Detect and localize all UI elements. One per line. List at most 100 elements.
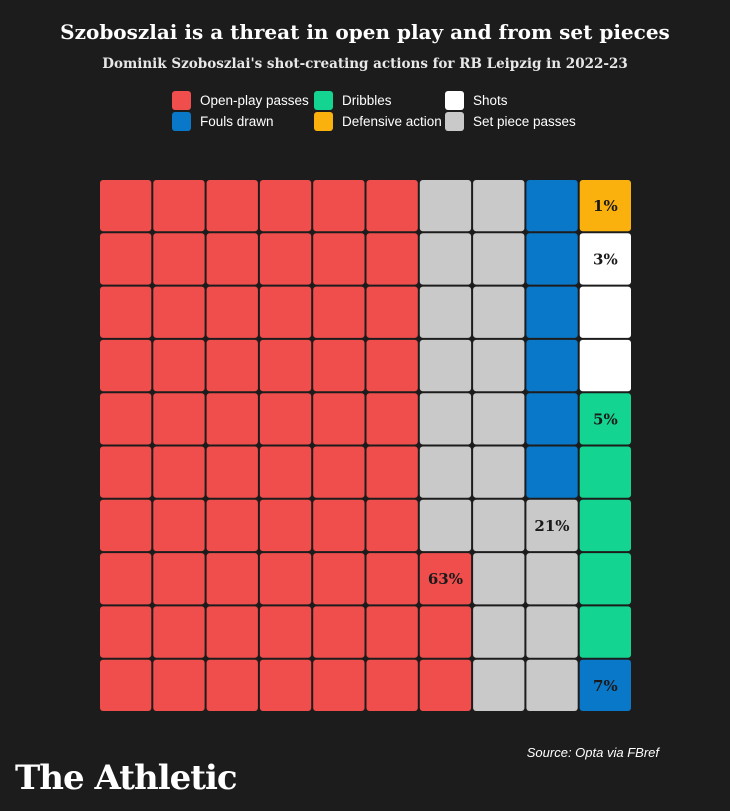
- legend-swatch: [445, 90, 464, 110]
- waffle-cell-dribbles: [579, 553, 631, 605]
- waffle-cell-dribbles: [579, 499, 631, 552]
- waffle-cell-open-play: [313, 180, 365, 232]
- legend-swatch: [172, 90, 191, 110]
- waffle-cell-set-piece: [419, 446, 472, 498]
- waffle-cell-open-play: [366, 606, 418, 658]
- waffle-cell-open-play: [206, 606, 258, 658]
- chart-title: Szoboszlai is a threat in open play and …: [60, 20, 670, 44]
- waffle-cell-open-play: [366, 659, 418, 711]
- legend-item-dribbles: Dribbles: [314, 90, 392, 110]
- waffle-cell-set-piece: [473, 180, 525, 232]
- waffle-cell-open-play: [313, 606, 365, 658]
- waffle-cell-open-play: [206, 180, 258, 232]
- waffle-cell-set-piece: [473, 499, 525, 552]
- waffle-chart: 1% 3% 5% 21% 63% 7%: [100, 180, 631, 711]
- waffle-cell-set-piece: [526, 606, 578, 658]
- waffle-cell-open-play: [100, 180, 152, 232]
- legend-label: Shots: [473, 92, 508, 108]
- waffle-cell-dribbles: [579, 446, 631, 498]
- waffle-cell-open-play: [206, 233, 258, 285]
- legend-label: Fouls drawn: [200, 113, 274, 129]
- waffle-cell-open-play: [100, 499, 152, 552]
- waffle-cell-open-play: [366, 499, 418, 552]
- waffle-cell-fouls: [526, 393, 578, 445]
- waffle-cell-open-play: [259, 446, 312, 498]
- waffle-cell-set-piece: [473, 339, 525, 392]
- waffle-cell-fouls: [526, 233, 578, 285]
- waffle-cell-open-play: [313, 233, 365, 285]
- legend-item-fouls: Fouls drawn: [172, 111, 274, 131]
- legend-item-shots: Shots: [445, 90, 508, 110]
- data-label-dribbles: 5%: [593, 410, 618, 428]
- waffle-cell-open-play: [153, 233, 205, 285]
- waffle-cell-set-piece: [419, 339, 472, 392]
- legend-swatch: [445, 111, 464, 131]
- waffle-cell-open-play: [206, 553, 258, 605]
- waffle-cell-open-play: [313, 499, 365, 552]
- waffle-cell-set-piece: [419, 393, 472, 445]
- legend-item-defensive: Defensive action: [314, 111, 442, 131]
- legend-swatch: [314, 90, 333, 110]
- waffle-cell-set-piece: [526, 499, 578, 552]
- waffle-cell-set-piece: [419, 286, 472, 338]
- waffle-cell-open-play: [153, 499, 205, 552]
- waffle-cell-set-piece: [473, 393, 525, 445]
- legend-item-open-play: Open-play passes: [172, 90, 309, 110]
- waffle-cell-open-play: [419, 606, 472, 658]
- waffle-cell-open-play: [153, 339, 205, 392]
- waffle-cell-open-play: [419, 659, 472, 711]
- waffle-cell-open-play: [206, 286, 258, 338]
- waffle-cell-open-play: [259, 499, 312, 552]
- waffle-cell-set-piece: [419, 499, 472, 552]
- waffle-cell-set-piece: [473, 446, 525, 498]
- legend-swatch: [314, 111, 333, 131]
- waffle-cell-set-piece: [526, 553, 578, 605]
- waffle-cell-open-play: [153, 393, 205, 445]
- chart-subtitle: Dominik Szoboszlai's shot-creating actio…: [102, 56, 628, 72]
- waffle-cell-fouls: [526, 446, 578, 498]
- waffle-cell-set-piece: [473, 606, 525, 658]
- waffle-cell-open-play: [366, 446, 418, 498]
- waffle-cell-open-play: [259, 393, 312, 445]
- waffle-cell-open-play: [206, 339, 258, 392]
- waffle-cell-open-play: [366, 553, 418, 605]
- data-label-shots: 3%: [593, 250, 618, 268]
- waffle-cell-dribbles: [579, 606, 631, 658]
- waffle-cell-open-play: [100, 553, 152, 605]
- waffle-cell-shots: [579, 339, 631, 392]
- waffle-cell-open-play: [100, 606, 152, 658]
- waffle-cell-open-play: [206, 393, 258, 445]
- data-label-defensive: 1%: [593, 197, 618, 215]
- waffle-cell-open-play: [100, 339, 152, 392]
- waffle-cell-set-piece: [473, 286, 525, 338]
- data-label-fouls: 7%: [593, 677, 618, 695]
- legend-swatch: [172, 111, 191, 131]
- waffle-cell-open-play: [313, 446, 365, 498]
- waffle-cell-open-play: [419, 553, 472, 605]
- waffle-cell-open-play: [206, 499, 258, 552]
- waffle-cell-open-play: [100, 659, 152, 711]
- waffle-cell-fouls: [526, 180, 578, 232]
- waffle-cell-open-play: [153, 659, 205, 711]
- waffle-cell-set-piece: [526, 659, 578, 711]
- waffle-cell-open-play: [153, 180, 205, 232]
- waffle-cell-open-play: [366, 286, 418, 338]
- waffle-cell-open-play: [366, 233, 418, 285]
- waffle-cell-open-play: [206, 446, 258, 498]
- waffle-cell-defensive: [579, 180, 631, 232]
- waffle-cell-open-play: [366, 180, 418, 232]
- waffle-cell-open-play: [153, 286, 205, 338]
- waffle-cell-open-play: [313, 393, 365, 445]
- legend-label: Set piece passes: [473, 113, 576, 129]
- waffle-cell-open-play: [259, 233, 312, 285]
- chart-legend: Open-play passes Dribbles Shots Fouls drawn…: [0, 0, 730, 140]
- waffle-cell-fouls: [579, 659, 631, 711]
- waffle-cell-open-play: [100, 233, 152, 285]
- legend-label: Defensive action: [342, 113, 442, 129]
- waffle-cell-open-play: [313, 286, 365, 338]
- waffle-cell-open-play: [366, 393, 418, 445]
- waffle-cell-open-play: [259, 180, 312, 232]
- waffle-cell-set-piece: [419, 180, 472, 232]
- waffle-cell-open-play: [100, 393, 152, 445]
- waffle-cell-open-play: [366, 339, 418, 392]
